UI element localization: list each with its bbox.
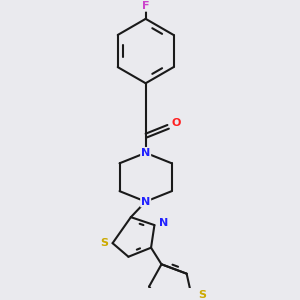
Text: O: O: [171, 118, 181, 128]
Text: S: S: [198, 290, 206, 300]
Text: S: S: [100, 238, 108, 248]
Text: N: N: [158, 218, 168, 228]
Text: F: F: [142, 1, 149, 11]
Text: N: N: [141, 148, 150, 158]
Text: N: N: [141, 196, 150, 207]
